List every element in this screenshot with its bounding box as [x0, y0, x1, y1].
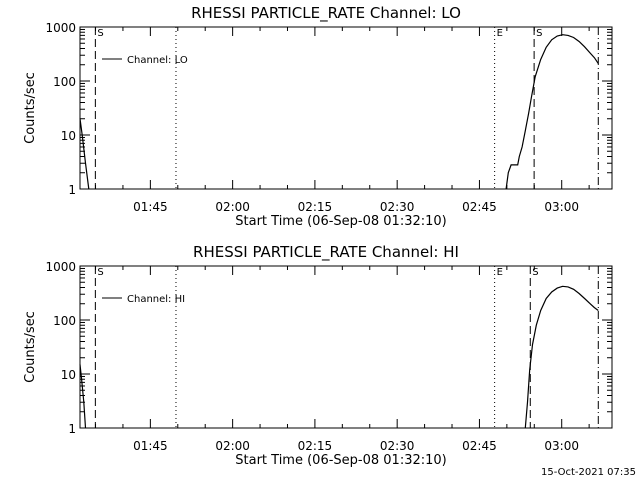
chart-title: RHESSI PARTICLE_RATE Channel: HI	[193, 243, 459, 262]
event-marker-label: S	[532, 267, 538, 278]
footer-timestamp: 15-Oct-2021 07:35	[541, 467, 636, 478]
series-line	[505, 34, 599, 190]
event-marker-label: E	[497, 28, 503, 39]
y-tick-label: 100	[53, 314, 76, 328]
chart-panel: RHESSI PARTICLE_RATE Channel: LO Start Ti…	[23, 4, 613, 229]
plot-frame	[79, 265, 613, 429]
event-marker-label: S	[536, 28, 542, 39]
series-line	[524, 285, 599, 429]
y-tick-label: 1	[68, 422, 76, 436]
legend-label: Channel: HI	[127, 294, 185, 305]
x-tick-label: 02:45	[462, 200, 497, 214]
event-marker-label: S	[97, 28, 103, 39]
event-marker-label: S	[97, 267, 103, 278]
plot-frame	[79, 26, 613, 190]
x-tick-label: 02:15	[298, 439, 333, 453]
legend-label: Channel: LO	[127, 55, 188, 66]
x-tick-label: 02:15	[298, 200, 333, 214]
x-tick-label: 03:00	[544, 439, 579, 453]
x-tick-label: 01:45	[133, 200, 168, 214]
chart-title: RHESSI PARTICLE_RATE Channel: LO	[191, 4, 461, 23]
event-marker-label: E	[497, 267, 503, 278]
x-tick-label: 03:00	[544, 200, 579, 214]
x-axis-label: Start Time (06-Sep-08 01:32:10)	[235, 214, 446, 229]
series-line	[79, 364, 87, 429]
y-axis-label: Counts/sec	[23, 72, 38, 144]
x-tick-label: 02:00	[215, 200, 250, 214]
series-line	[79, 118, 90, 190]
y-tick-label: 100	[53, 75, 76, 89]
y-tick-label: 1000	[45, 21, 76, 35]
chart-panel: RHESSI PARTICLE_RATE Channel: HI Start Ti…	[23, 243, 613, 468]
x-tick-label: 02:45	[462, 439, 497, 453]
x-tick-label: 02:30	[380, 439, 415, 453]
x-tick-label: 02:30	[380, 200, 415, 214]
x-axis-label: Start Time (06-Sep-08 01:32:10)	[235, 453, 446, 468]
y-tick-label: 1000	[45, 260, 76, 274]
y-tick-label: 10	[61, 129, 76, 143]
x-tick-label: 02:00	[215, 439, 250, 453]
y-tick-label: 10	[61, 368, 76, 382]
y-tick-label: 1	[68, 183, 76, 197]
y-axis-label: Counts/sec	[23, 311, 38, 383]
x-tick-label: 01:45	[133, 439, 168, 453]
